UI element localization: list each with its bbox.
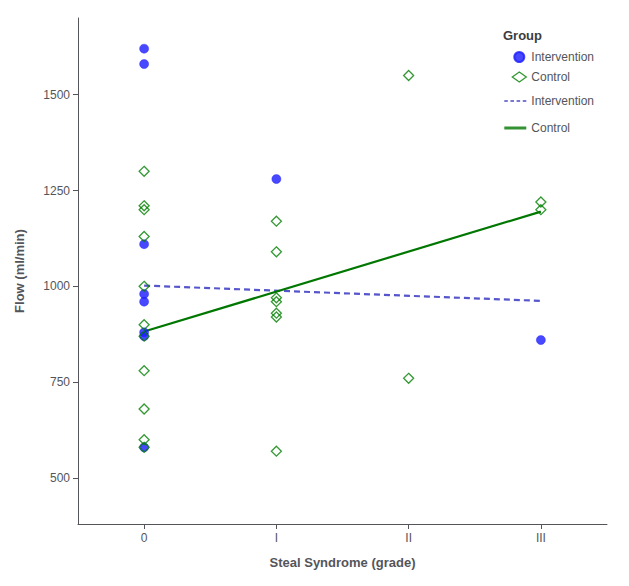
- svg-text:Intervention: Intervention: [531, 94, 594, 108]
- svg-text:II: II: [405, 531, 412, 545]
- svg-text:Intervention: Intervention: [531, 50, 594, 64]
- svg-text:Control: Control: [531, 70, 570, 84]
- svg-text:750: 750: [50, 375, 70, 389]
- svg-text:0: 0: [141, 531, 148, 545]
- svg-text:Group: Group: [503, 28, 542, 43]
- svg-text:1000: 1000: [43, 279, 70, 293]
- svg-text:III: III: [536, 531, 546, 545]
- svg-text:Steal Syndrome (grade): Steal Syndrome (grade): [270, 555, 416, 570]
- svg-text:500: 500: [50, 471, 70, 485]
- svg-text:Control: Control: [531, 121, 570, 135]
- svg-text:1500: 1500: [43, 88, 70, 102]
- svg-text:I: I: [275, 531, 278, 545]
- svg-text:1250: 1250: [43, 184, 70, 198]
- svg-text:Flow (ml/min): Flow (ml/min): [12, 229, 27, 313]
